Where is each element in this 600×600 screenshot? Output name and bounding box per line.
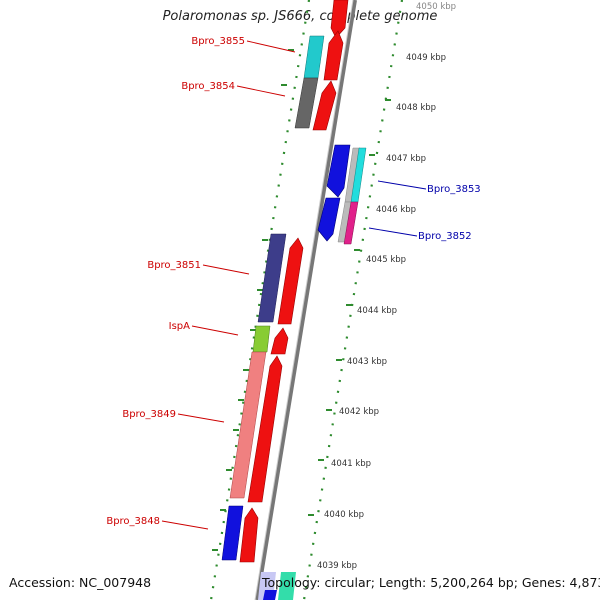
cds-rev-b	[317, 197, 341, 242]
gc-ring-outer	[302, 0, 404, 600]
cds-bpro3851	[277, 237, 304, 325]
scale-tick-label: 4048 kbp	[396, 103, 436, 113]
gene-label-bpro3855: Bpro_3855	[191, 36, 245, 47]
scale-tick-label: 4040 kbp	[324, 510, 364, 520]
scale-tick-label: 4047 kbp	[386, 154, 426, 164]
scale-tick-label: 4044 kbp	[357, 306, 397, 316]
gene-label-bpro3848: Bpro_3848	[106, 516, 160, 527]
gene-label-bpro3849: Bpro_3849	[122, 409, 176, 420]
scale-tick-label: 4046 kbp	[376, 205, 416, 215]
accession-label: Accession: NC_007948	[9, 575, 152, 590]
map-title: Polaromonas sp. JS666, complete genome	[162, 9, 438, 24]
cds-ispa	[270, 327, 289, 355]
feature-bpro3852-magenta	[343, 201, 359, 245]
feature-bpro3851-navy	[257, 233, 287, 323]
cds-bottom-blue	[263, 590, 277, 600]
gene-label-bpro3854: Bpro_3854	[181, 81, 235, 92]
cds-bpro3855	[323, 30, 344, 81]
feature-bpro3855-cyan	[303, 35, 325, 79]
gene-label-bpro3851: Bpro_3851	[147, 260, 201, 271]
gene-label-bpro3853: Bpro_3853	[427, 184, 481, 195]
scale-tick-label: 4050 kbp	[416, 2, 456, 12]
scale-tick-label: 4039 kbp	[317, 561, 357, 571]
cds-bpro3849	[247, 355, 283, 503]
feature-bpro3854-gray	[294, 77, 319, 129]
genome-summary: Topology: circular; Length: 5,200,264 bp…	[262, 575, 600, 590]
gene-label-bpro3852: Bpro_3852	[418, 231, 472, 242]
cds-rev-a	[326, 144, 351, 198]
cds-fwd-top	[330, 0, 349, 39]
cds-bpro3854	[312, 80, 337, 131]
scale-tick-label: 4049 kbp	[406, 53, 446, 63]
gc-ring-inner	[209, 0, 311, 600]
scale-tick-label: 4045 kbp	[366, 255, 406, 265]
cds-bpro3848	[239, 507, 259, 563]
scale-tick-label: 4041 kbp	[331, 459, 371, 469]
genome-backbone-highlight	[254, 0, 354, 600]
feature-bpro3849-pink	[229, 351, 267, 499]
gene-label-ispa: IspA	[169, 321, 191, 332]
scale-tick-label: 4043 kbp	[347, 357, 387, 367]
feature-ispa-green	[252, 325, 271, 353]
scale-tick-label: 4042 kbp	[339, 407, 379, 417]
leader-lines	[161, 40, 427, 530]
genome-backbone	[255, 0, 357, 600]
feature-bottom-teal	[278, 572, 296, 600]
feature-bpro3848-blue	[221, 505, 244, 561]
gc-ring-dashes	[212, 49, 391, 551]
